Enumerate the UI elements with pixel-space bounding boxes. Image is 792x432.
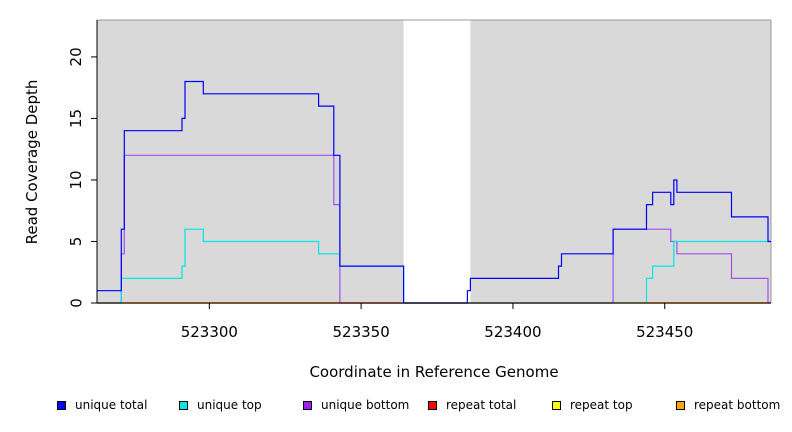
- legend-swatch-repeat-total: [428, 400, 437, 410]
- legend-item-unique-top: unique top: [179, 398, 262, 412]
- y-tick-label: 10: [67, 170, 85, 189]
- y-tick-label: 20: [67, 47, 85, 66]
- series-line-unique-top: [97, 228, 771, 304]
- legend-swatch-unique-top: [179, 400, 188, 410]
- legend-swatch-repeat-top: [552, 400, 561, 410]
- y-tick-label: 0: [67, 298, 85, 308]
- x-tick-label: 523300: [181, 323, 238, 341]
- legend-item-repeat-total: repeat total: [428, 398, 516, 412]
- legend-label: repeat top: [570, 398, 633, 412]
- gap-region: [403, 20, 471, 303]
- legend-label: unique total: [75, 398, 148, 412]
- series-line-unique-total: [97, 80, 771, 304]
- x-tick-label: 523350: [333, 323, 390, 341]
- legend-swatch-unique-total: [57, 400, 66, 410]
- legend-swatch-repeat-bottom: [676, 400, 685, 410]
- x-axis-label: Coordinate in Reference Genome: [309, 363, 558, 381]
- legend-label: unique bottom: [321, 398, 410, 412]
- legend-label: repeat bottom: [694, 398, 781, 412]
- legend-item-unique-total: unique total: [57, 398, 147, 412]
- series-line-unique-bottom: [97, 154, 771, 304]
- legend-label: repeat total: [446, 398, 517, 412]
- y-tick-label: 5: [67, 237, 85, 247]
- legend-item-repeat-bottom: repeat bottom: [676, 398, 780, 412]
- legend-item-repeat-top: repeat top: [552, 398, 633, 412]
- y-axis-label: Read Coverage Depth: [23, 80, 41, 245]
- x-tick-label: 523400: [484, 323, 541, 341]
- coverage-chart: 0 5 10 15 20 523300 523350 523400 523450 Coordin…: [23, 19, 772, 381]
- legend-label: unique top: [197, 398, 262, 412]
- y-tick-label: 15: [67, 109, 85, 128]
- x-tick-label: 523450: [636, 323, 693, 341]
- legend-swatch-unique-bottom: [303, 400, 312, 410]
- legend: unique total unique top unique bottom re…: [0, 398, 792, 420]
- legend-item-unique-bottom: unique bottom: [303, 398, 409, 412]
